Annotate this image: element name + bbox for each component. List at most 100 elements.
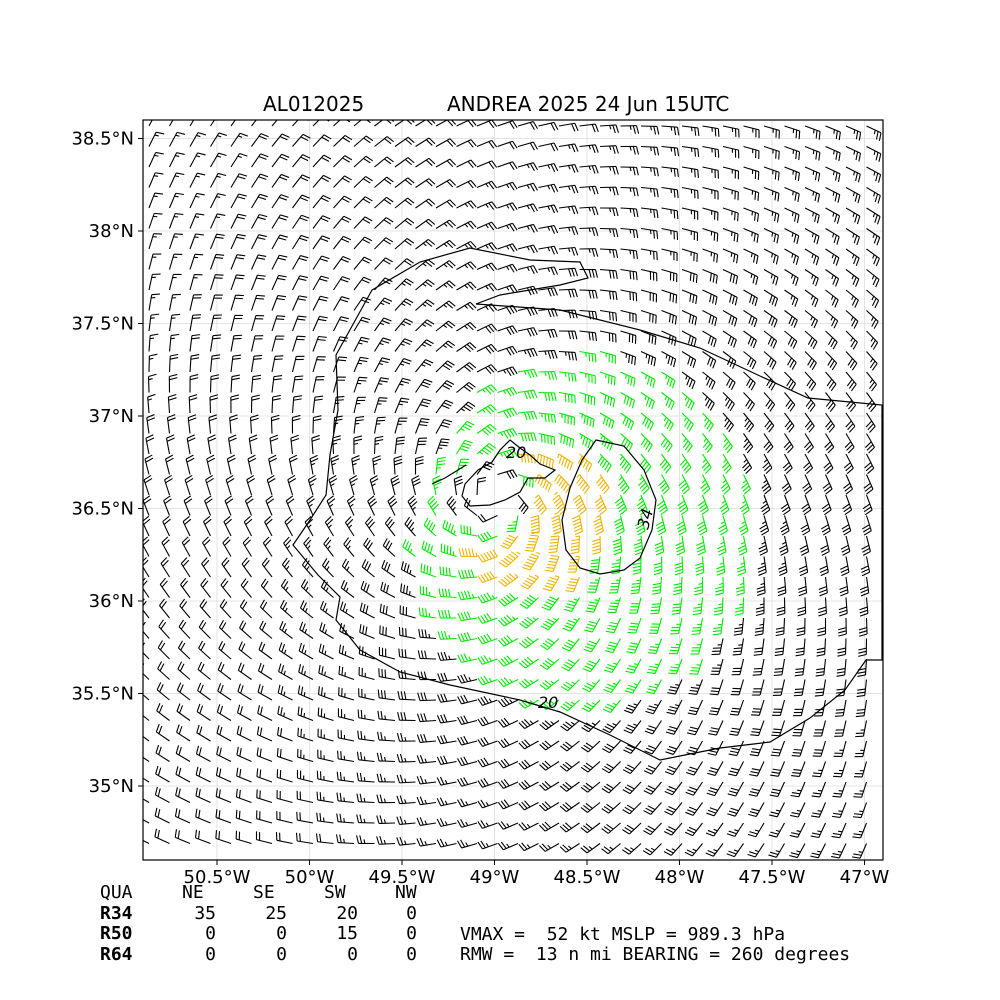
wind-barb — [558, 371, 577, 382]
wind-barb — [665, 740, 683, 755]
wind-barb — [147, 393, 156, 414]
wind-barb — [836, 658, 847, 677]
wind-barb — [804, 207, 820, 224]
wind-barb — [747, 822, 765, 838]
wind-barb — [539, 679, 560, 690]
wind-barb — [415, 319, 435, 332]
wind-barb — [168, 373, 178, 393]
wind-barb — [436, 714, 457, 724]
wind-barb — [773, 658, 786, 677]
wind-barb — [644, 740, 662, 755]
wind-barb — [202, 536, 211, 557]
wind-barb — [456, 179, 477, 189]
wind-barb — [220, 578, 232, 598]
wind-barb — [656, 494, 669, 516]
wind-barb — [216, 746, 232, 762]
wind-barb — [236, 767, 252, 783]
wind-barb — [560, 699, 580, 712]
wind-barb — [143, 577, 150, 598]
wind-barb — [288, 454, 298, 475]
wind-barb — [323, 537, 334, 557]
wind-barb — [169, 152, 185, 168]
wind-barb — [831, 843, 847, 859]
wind-barb — [557, 453, 573, 471]
wind-barb — [394, 120, 415, 127]
wind-barb — [558, 184, 579, 194]
wind-barb — [419, 585, 437, 599]
wind-barb — [727, 781, 744, 797]
wind-barb — [236, 746, 252, 763]
wind-barb — [358, 688, 375, 701]
wind-barb — [710, 658, 724, 675]
wind-barb — [321, 558, 334, 578]
vmax-mslp-info: VMAX = 52 kt MSLP = 989.3 hPa — [460, 924, 786, 945]
wind-barb — [702, 289, 718, 305]
wind-barb — [852, 822, 868, 839]
wind-barb — [189, 334, 201, 352]
wind-barb — [418, 607, 437, 619]
x-tick-label: 49°W — [470, 867, 520, 888]
wind-barb — [681, 207, 699, 220]
wind-barb — [866, 125, 882, 142]
wind-barb — [435, 138, 457, 147]
wind-barb — [437, 630, 457, 640]
wind-barb — [648, 617, 663, 634]
wind-barb — [640, 309, 657, 324]
wind-barb — [250, 374, 262, 393]
wind-barb — [559, 843, 580, 853]
wind-barb — [290, 434, 300, 455]
wind-barb — [344, 516, 355, 537]
wind-barb — [804, 310, 818, 329]
wind-barb — [353, 396, 366, 414]
wind-barb — [661, 392, 675, 410]
wind-barb — [658, 474, 670, 495]
wind-barb — [415, 279, 435, 291]
header-sw: SW — [324, 882, 346, 903]
wind-barb — [196, 703, 211, 721]
wind-barb — [453, 475, 464, 496]
wind-barb — [530, 514, 540, 535]
wind-barb — [337, 708, 355, 722]
wind-barb — [759, 515, 770, 536]
wind-barb — [189, 120, 195, 127]
wind-barb — [845, 125, 862, 141]
wind-barb — [722, 125, 740, 138]
y-tick-label: 37.5°N — [71, 314, 134, 335]
wind-barb — [560, 679, 580, 692]
r64-se: 0 — [276, 943, 287, 965]
wind-barb — [594, 494, 607, 516]
wind-barb — [665, 720, 683, 735]
wind-barb — [312, 154, 332, 168]
wind-barb — [685, 761, 703, 776]
wind-barb — [633, 535, 644, 556]
wind-barb — [333, 296, 350, 311]
wind-barb — [260, 578, 273, 598]
wind-barb — [319, 622, 334, 639]
wind-barb — [538, 121, 559, 131]
wind-barb — [230, 354, 242, 373]
wind-barb — [625, 658, 642, 674]
wind-barb — [271, 375, 283, 393]
wind-barb — [517, 432, 537, 442]
wind-barb — [373, 416, 386, 434]
wind-barb — [519, 616, 539, 629]
wind-barb — [162, 515, 171, 537]
wind-barb — [168, 313, 181, 332]
wind-barb — [558, 205, 579, 215]
wind-barb — [579, 206, 599, 216]
wind-barb — [866, 289, 880, 309]
wind-barb — [862, 494, 873, 516]
wind-barb — [661, 186, 679, 199]
wind-barb — [622, 802, 642, 815]
wind-barb — [795, 638, 806, 657]
wind-barb — [435, 178, 456, 188]
wind-barb — [640, 412, 654, 431]
wind-barb — [760, 494, 771, 516]
wind-barb — [186, 434, 196, 455]
wind-barb — [230, 374, 241, 393]
wind-barb — [235, 809, 252, 824]
wind-barb — [230, 193, 247, 209]
wind-barb — [763, 186, 780, 202]
wind-barb — [271, 214, 289, 229]
wind-barb — [210, 120, 216, 127]
